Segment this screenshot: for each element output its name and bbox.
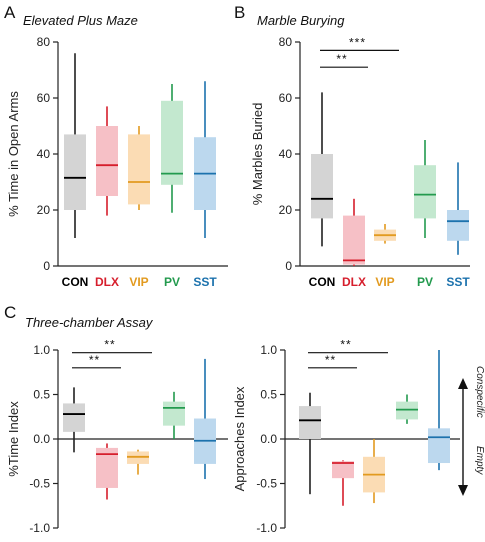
panel-title-c: Three-chamber Assay [25, 315, 154, 330]
box-pv [161, 100, 183, 185]
y-tick-label: 0 [43, 259, 50, 273]
arrow-down-icon [458, 485, 468, 496]
category-label-sst: SST [193, 275, 217, 289]
box-con [299, 406, 321, 439]
arrow-up-icon [458, 378, 468, 389]
direction-annotation: Conspecific Empty [458, 366, 485, 496]
plot-approaches-index: -1.0 -0.5 0.0 0.5 1.0 Approaches Index ** ** [232, 338, 460, 535]
category-label-sst: SST [446, 275, 470, 289]
y-tick-label: 80 [37, 35, 51, 49]
significance-label: *** [349, 35, 366, 49]
y-tick-label: 0 [285, 259, 292, 273]
conspecific-label: Conspecific [474, 366, 485, 418]
plot-time-index: -1.0 -0.5 0.0 0.5 1.0 %Time Index ** ** [6, 338, 228, 535]
y-tick-label: 60 [279, 91, 293, 105]
plot-marble-burying: 0 20 40 60 80 % Marbles Buried CON DLX VIP PV SST *… [250, 35, 470, 289]
y-axis-label: % Marbles Buried [250, 103, 265, 206]
category-label-vip: VIP [375, 275, 394, 289]
y-tick-label: 0.5 [260, 388, 277, 402]
significance-label: ** [89, 353, 100, 367]
y-tick-label: -1.0 [256, 521, 277, 535]
y-tick-label: 1.0 [260, 343, 277, 357]
category-label-dlx: DLX [95, 275, 119, 289]
plot-elevated-plus-maze: 0 20 40 60 80 % Time in Open Arms CON DLX VIP PV S… [6, 35, 228, 289]
box-sst [428, 428, 450, 464]
empty-label: Empty [474, 446, 485, 475]
y-tick-label: 1.0 [33, 343, 50, 357]
category-label-con: CON [309, 275, 336, 289]
category-label-pv: PV [417, 275, 433, 289]
panel-letter-c: C [4, 303, 16, 322]
box-con [63, 403, 85, 432]
category-label-con: CON [62, 275, 89, 289]
y-tick-label: 0.5 [33, 388, 50, 402]
box-dlx [96, 447, 118, 488]
y-tick-label: -0.5 [29, 477, 50, 491]
y-tick-label: -0.5 [256, 477, 277, 491]
y-tick-label: 0.0 [260, 432, 277, 446]
box-sst [447, 210, 469, 241]
panel-letter-b: B [234, 3, 245, 22]
category-label-vip: VIP [129, 275, 148, 289]
box-vip [128, 134, 150, 205]
y-tick-label: 20 [37, 203, 51, 217]
y-tick-label: 80 [279, 35, 293, 49]
y-tick-label: 40 [37, 147, 51, 161]
significance-label: ** [336, 52, 347, 66]
y-tick-label: 0.0 [33, 432, 50, 446]
significance-label: ** [340, 338, 351, 352]
box-pv [163, 401, 185, 426]
box-con [311, 154, 333, 219]
y-tick-label: 60 [37, 91, 51, 105]
box-dlx [332, 461, 354, 479]
y-tick-label: 20 [279, 203, 293, 217]
y-axis-label: %Time Index [6, 401, 21, 477]
box-pv [414, 165, 436, 219]
y-axis-label: Approaches Index [232, 386, 247, 491]
category-label-dlx: DLX [342, 275, 366, 289]
significance-label: ** [104, 338, 115, 352]
y-tick-label: -1.0 [29, 521, 50, 535]
y-tick-label: 40 [279, 147, 293, 161]
panel-title-a: Elevated Plus Maze [23, 13, 138, 28]
panel-title-b: Marble Burying [257, 13, 345, 28]
box-dlx [96, 126, 118, 196]
box-con [64, 134, 86, 210]
category-label-pv: PV [164, 275, 180, 289]
y-axis-label: % Time in Open Arms [6, 91, 21, 217]
box-dlx [343, 215, 365, 265]
panel-letter-a: A [4, 3, 16, 22]
significance-label: ** [325, 353, 336, 367]
